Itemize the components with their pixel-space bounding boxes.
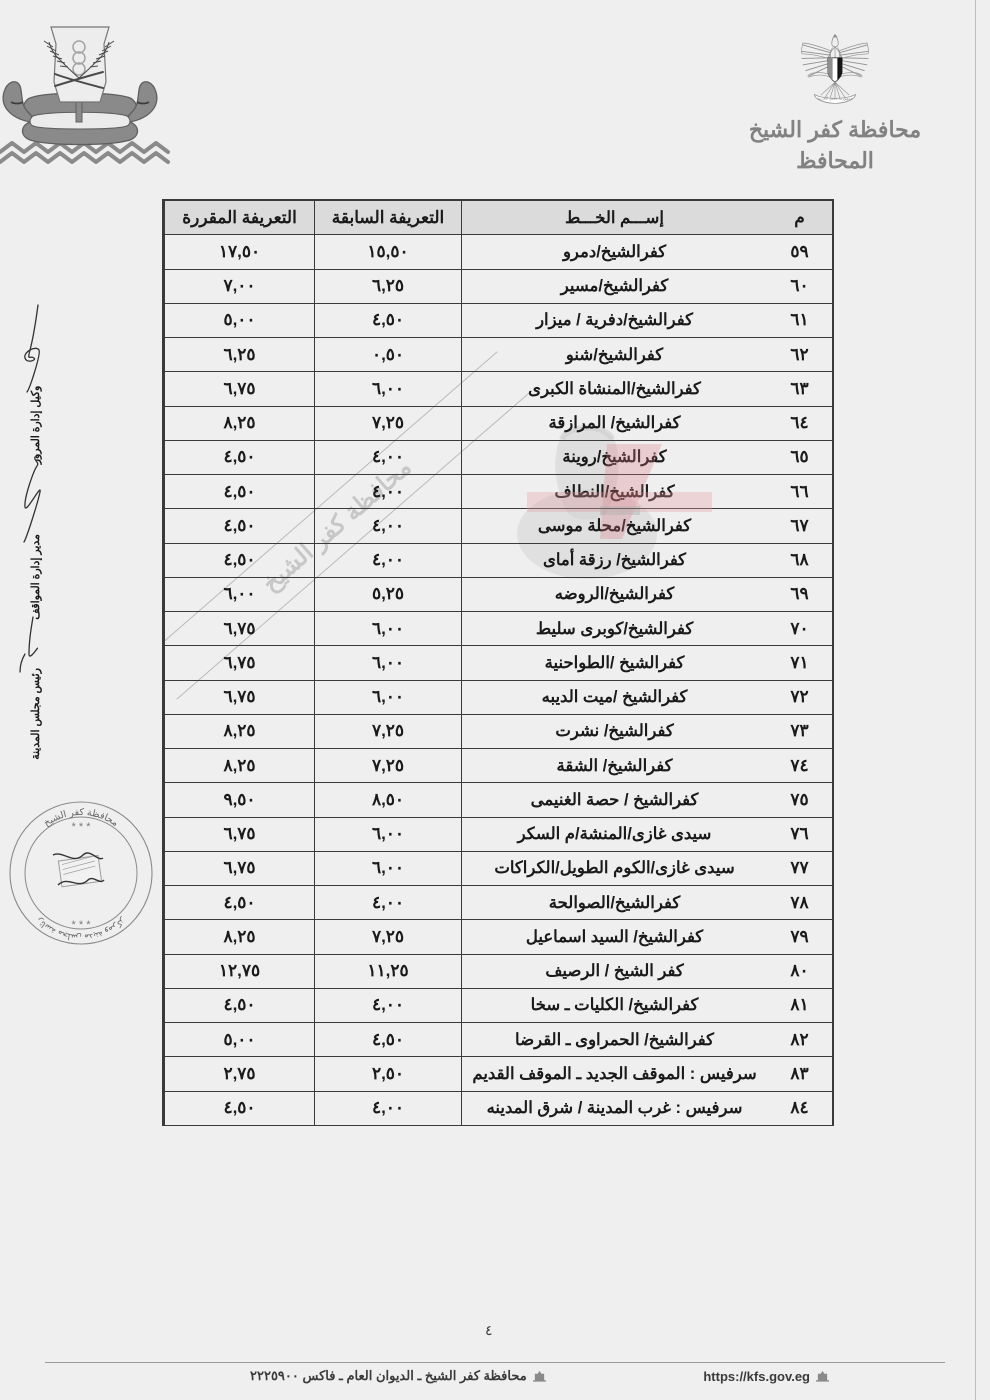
svg-text:مدير إدارة المواقف: مدير إدارة المواقف xyxy=(30,534,43,620)
svg-text:* * *: * * * xyxy=(72,821,92,833)
svg-text:* * *: * * * xyxy=(72,919,92,931)
svg-text:جمهورية مصر العربية: جمهورية مصر العربية xyxy=(817,96,854,101)
svg-text:رئيس مجلس المدينة: رئيس مجلس المدينة xyxy=(30,668,42,760)
